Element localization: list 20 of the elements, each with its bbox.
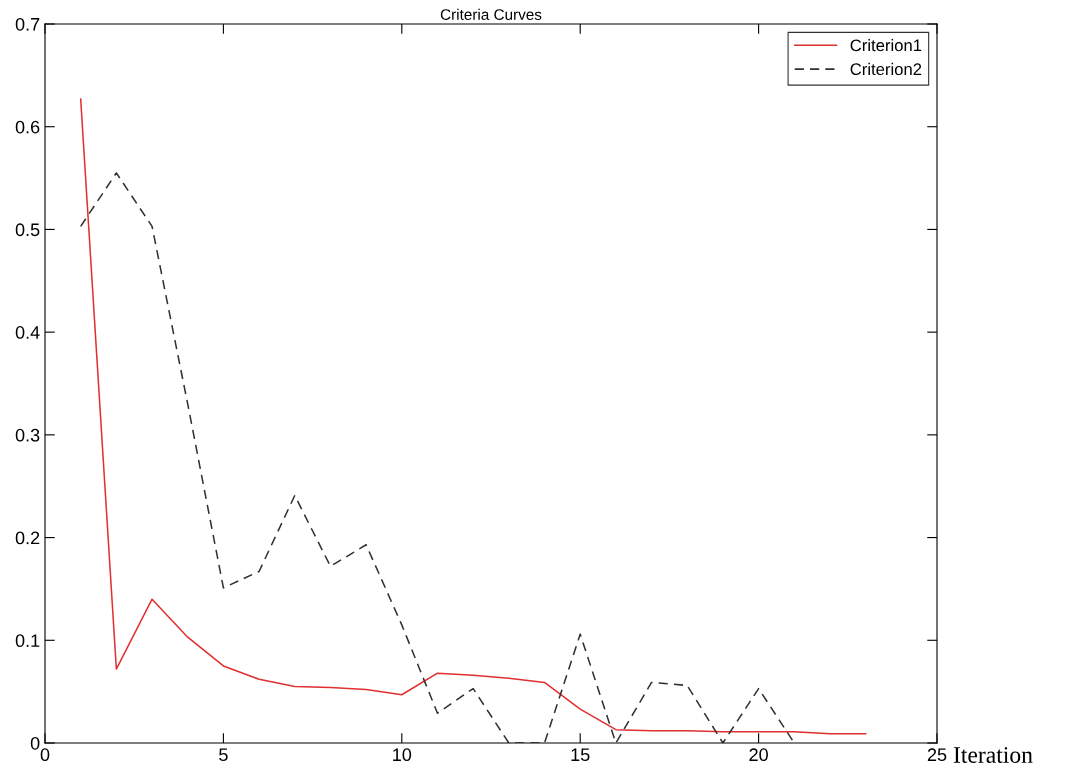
- x-tick-label: 20: [749, 748, 768, 762]
- x-tick-label: 5: [219, 748, 228, 762]
- y-tick-label: 0.5: [15, 223, 40, 237]
- legend-label: Criterion2: [850, 62, 922, 76]
- y-tick-label: 0.4: [15, 326, 40, 339]
- line-series: [79, 98, 867, 735]
- chart-title: Criteria Curves: [440, 8, 542, 20]
- y-tick-label: 0.3: [15, 428, 40, 442]
- y-tick-label: 0.7: [15, 17, 40, 31]
- y-tick-label: 0: [30, 736, 40, 750]
- x-axis-title: Iteration: [953, 747, 1033, 763]
- x-tick-label: 0: [40, 748, 50, 762]
- x-tick-label: 25: [927, 748, 947, 762]
- x-tick-label: 15: [571, 748, 590, 762]
- line-series: [79, 172, 796, 743]
- y-tick-label: 0.2: [15, 531, 40, 545]
- y-tick-label: 0.1: [15, 634, 40, 648]
- legend-label: Criterion1: [850, 39, 922, 52]
- y-tick-label: 0.6: [15, 120, 40, 134]
- x-tick-label: 10: [393, 748, 412, 762]
